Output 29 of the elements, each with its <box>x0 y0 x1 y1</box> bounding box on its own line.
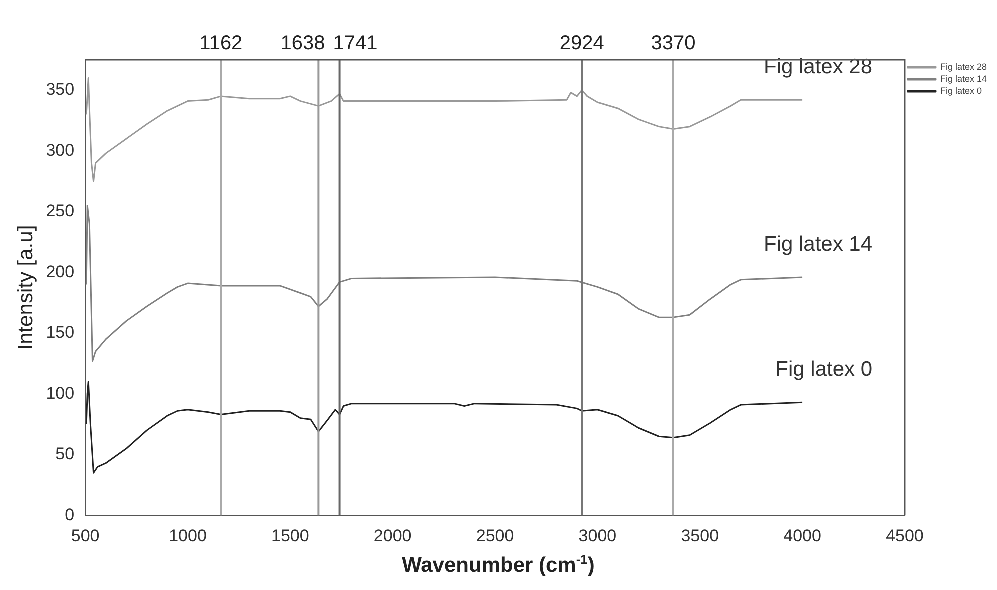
y-tick-label: 0 <box>65 505 75 524</box>
y-tick-label: 100 <box>46 384 75 403</box>
y-tick-label: 50 <box>56 444 75 464</box>
y-tick-label: 250 <box>46 202 75 221</box>
x-tick-label: 4000 <box>784 526 822 546</box>
x-axis-title: Wavenumber (cm$^{-1}$) <box>401 552 596 578</box>
legend-label: Fig latex 0 <box>940 86 982 96</box>
x-tick-label: 4500 <box>886 526 924 546</box>
ref-line-label: 1638 <box>280 32 326 55</box>
ref-line-label: 2924 <box>560 32 604 55</box>
y-tick-label: 300 <box>46 140 75 160</box>
ref-line-label: 3370 <box>651 32 696 55</box>
x-tick-label: 3500 <box>681 526 720 546</box>
x-tick-label: 1500 <box>272 526 310 546</box>
text: Fig latex 14 <box>764 232 873 256</box>
text: Fig latex 0 <box>776 358 873 381</box>
x-tick-label: 2000 <box>374 526 412 546</box>
y-tick-label: 350 <box>46 80 75 100</box>
ref-line-label: 1741 <box>333 32 378 55</box>
y-tick-label: 150 <box>46 323 75 342</box>
x-tick-label: 3000 <box>578 526 617 546</box>
x-tick-label: 2500 <box>476 526 514 546</box>
x-tick-label: 500 <box>71 526 100 546</box>
y-axis-title: Intensity [a.u] <box>14 225 38 350</box>
x-tick-label: 1000 <box>169 526 207 546</box>
y-tick-label: 200 <box>46 262 75 282</box>
ref-line-label: 1162 <box>200 32 243 55</box>
legend-label: Fig latex 14 <box>940 74 988 84</box>
legend-label: Fig latex 28 <box>940 62 988 72</box>
